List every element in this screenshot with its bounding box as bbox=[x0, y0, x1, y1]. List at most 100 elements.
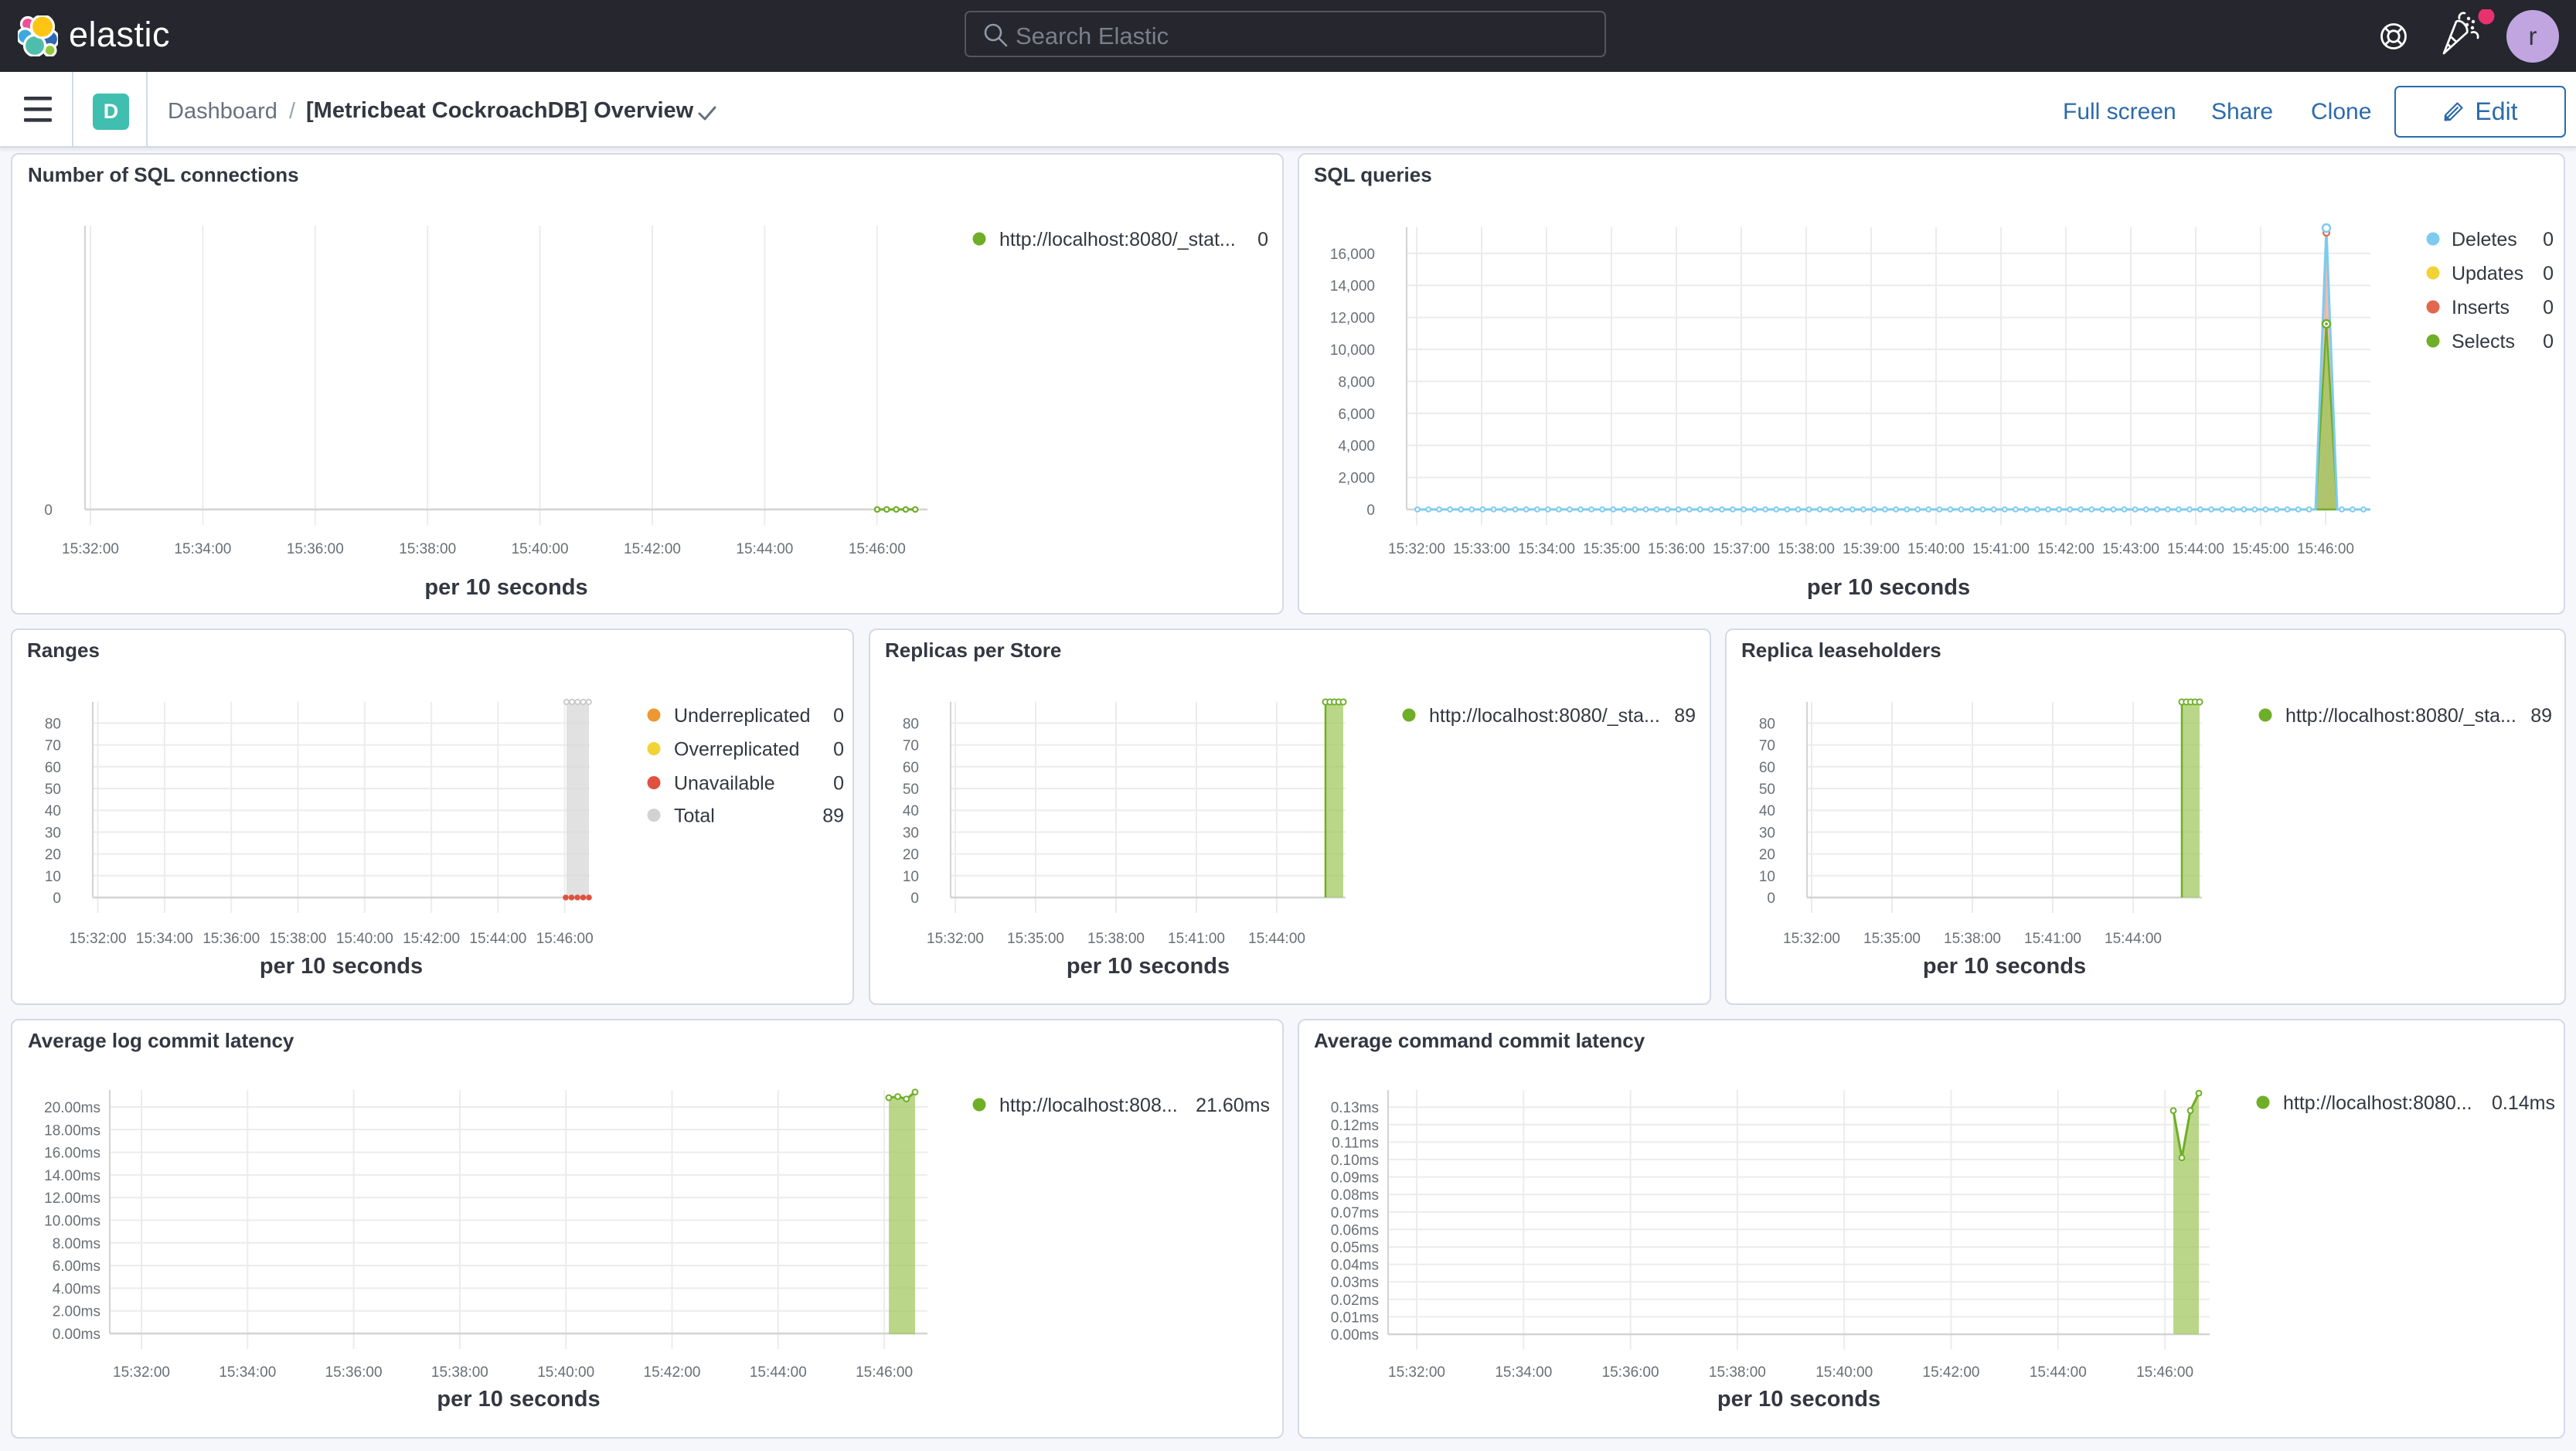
svg-text:15:44:00: 15:44:00 bbox=[469, 931, 526, 947]
svg-text:15:42:00: 15:42:00 bbox=[624, 541, 681, 557]
svg-text:6,000: 6,000 bbox=[1338, 407, 1375, 423]
svg-text:Average log commit latency: Average log commit latency bbox=[28, 1029, 294, 1052]
svg-text:15:40:00: 15:40:00 bbox=[1815, 1364, 1873, 1381]
svg-text:Average command commit latency: Average command commit latency bbox=[1314, 1029, 1645, 1052]
svg-text:0: 0 bbox=[2543, 297, 2554, 318]
svg-text:50: 50 bbox=[1759, 782, 1775, 798]
svg-text:Inserts: Inserts bbox=[2452, 297, 2510, 318]
svg-text:16.00ms: 16.00ms bbox=[44, 1146, 100, 1162]
svg-text:20: 20 bbox=[45, 847, 61, 863]
svg-text:70: 70 bbox=[903, 738, 919, 754]
svg-text:14,000: 14,000 bbox=[1330, 278, 1375, 295]
svg-text:15:41:00: 15:41:00 bbox=[2024, 931, 2081, 947]
svg-text:15:42:00: 15:42:00 bbox=[644, 1364, 701, 1381]
svg-text:15:39:00: 15:39:00 bbox=[1843, 541, 1900, 557]
svg-text:15:32:00: 15:32:00 bbox=[62, 541, 119, 557]
svg-text:18.00ms: 18.00ms bbox=[44, 1122, 100, 1139]
svg-text:per 10 seconds: per 10 seconds bbox=[1717, 1387, 1880, 1412]
svg-text:15:35:00: 15:35:00 bbox=[1583, 541, 1640, 557]
svg-text:http://localhost:8080...: http://localhost:8080... bbox=[2283, 1092, 2472, 1114]
svg-text:6.00ms: 6.00ms bbox=[53, 1259, 100, 1275]
svg-text:60: 60 bbox=[903, 760, 919, 776]
svg-text:15:44:00: 15:44:00 bbox=[1248, 931, 1305, 947]
svg-text:15:36:00: 15:36:00 bbox=[325, 1364, 383, 1381]
svg-text:0.08ms: 0.08ms bbox=[1331, 1187, 1379, 1204]
svg-text:15:41:00: 15:41:00 bbox=[1168, 931, 1225, 947]
svg-text:30: 30 bbox=[903, 825, 919, 841]
svg-text:Selects: Selects bbox=[2452, 331, 2515, 353]
svg-text:Deletes: Deletes bbox=[2452, 229, 2517, 250]
svg-text:0: 0 bbox=[1767, 891, 1775, 907]
svg-text:Total: Total bbox=[674, 806, 715, 827]
svg-text:60: 60 bbox=[45, 760, 61, 776]
svg-text:15:42:00: 15:42:00 bbox=[1923, 1364, 1980, 1381]
svg-text:15:34:00: 15:34:00 bbox=[1518, 541, 1575, 557]
svg-text:8,000: 8,000 bbox=[1338, 374, 1375, 390]
svg-text:0.02ms: 0.02ms bbox=[1331, 1293, 1379, 1309]
svg-text:0: 0 bbox=[833, 705, 844, 727]
svg-text:16,000: 16,000 bbox=[1330, 247, 1375, 263]
svg-text:0.00ms: 0.00ms bbox=[53, 1327, 100, 1343]
svg-text:30: 30 bbox=[45, 825, 61, 841]
svg-text:15:42:00: 15:42:00 bbox=[2037, 541, 2094, 557]
svg-text:80: 80 bbox=[45, 716, 61, 732]
svg-text:15:32:00: 15:32:00 bbox=[1783, 931, 1840, 947]
svg-text:15:38:00: 15:38:00 bbox=[1944, 931, 2001, 947]
svg-text:Underreplicated: Underreplicated bbox=[674, 705, 811, 727]
svg-text:15:32:00: 15:32:00 bbox=[113, 1364, 170, 1381]
svg-text:15:34:00: 15:34:00 bbox=[219, 1364, 276, 1381]
svg-text:15:32:00: 15:32:00 bbox=[1388, 1364, 1445, 1381]
svg-text:http://localhost:808...: http://localhost:808... bbox=[999, 1095, 1178, 1116]
svg-text:15:44:00: 15:44:00 bbox=[750, 1364, 807, 1381]
svg-text:per 10 seconds: per 10 seconds bbox=[1067, 954, 1230, 979]
svg-text:15:34:00: 15:34:00 bbox=[1495, 1364, 1552, 1381]
svg-text:0.00ms: 0.00ms bbox=[1331, 1327, 1379, 1344]
svg-text:15:44:00: 15:44:00 bbox=[2030, 1364, 2087, 1381]
svg-text:12,000: 12,000 bbox=[1330, 311, 1375, 327]
svg-text:15:34:00: 15:34:00 bbox=[136, 931, 193, 947]
svg-text:0.04ms: 0.04ms bbox=[1331, 1258, 1379, 1274]
svg-text:15:38:00: 15:38:00 bbox=[270, 931, 327, 947]
svg-text:89: 89 bbox=[822, 806, 844, 827]
svg-text:http://localhost:8080/_sta...: http://localhost:8080/_sta... bbox=[1429, 705, 1660, 727]
svg-text:15:36:00: 15:36:00 bbox=[202, 931, 260, 947]
svg-text:0: 0 bbox=[1257, 229, 1268, 250]
svg-text:15:32:00: 15:32:00 bbox=[70, 931, 127, 947]
svg-text:per 10 seconds: per 10 seconds bbox=[1923, 954, 2086, 979]
svg-text:15:40:00: 15:40:00 bbox=[537, 1364, 594, 1381]
svg-text:40: 40 bbox=[1759, 803, 1775, 819]
svg-text:10,000: 10,000 bbox=[1330, 342, 1375, 359]
svg-text:http://localhost:8080/_sta...: http://localhost:8080/_sta... bbox=[2285, 705, 2516, 727]
svg-text:8.00ms: 8.00ms bbox=[53, 1236, 100, 1252]
svg-text:15:44:00: 15:44:00 bbox=[2105, 931, 2162, 947]
svg-text:15:33:00: 15:33:00 bbox=[1453, 541, 1510, 557]
svg-text:15:36:00: 15:36:00 bbox=[287, 541, 344, 557]
svg-text:0.06ms: 0.06ms bbox=[1331, 1222, 1379, 1238]
svg-text:89: 89 bbox=[2530, 705, 2552, 727]
svg-text:0: 0 bbox=[1366, 502, 1375, 519]
svg-text:Overreplicated: Overreplicated bbox=[674, 739, 800, 761]
svg-text:15:38:00: 15:38:00 bbox=[1778, 541, 1835, 557]
svg-text:0: 0 bbox=[53, 891, 61, 907]
svg-text:per 10 seconds: per 10 seconds bbox=[260, 954, 423, 979]
svg-text:2.00ms: 2.00ms bbox=[53, 1304, 100, 1320]
svg-text:0.13ms: 0.13ms bbox=[1331, 1100, 1379, 1116]
svg-text:4.00ms: 4.00ms bbox=[53, 1281, 100, 1297]
svg-text:21.60ms: 21.60ms bbox=[1196, 1095, 1270, 1116]
svg-text:15:37:00: 15:37:00 bbox=[1713, 541, 1770, 557]
svg-text:0: 0 bbox=[2543, 263, 2554, 284]
svg-text:0: 0 bbox=[2543, 229, 2554, 250]
svg-text:15:40:00: 15:40:00 bbox=[1907, 541, 1965, 557]
svg-text:per 10 seconds: per 10 seconds bbox=[424, 575, 587, 600]
svg-text:0: 0 bbox=[833, 773, 844, 795]
svg-text:15:41:00: 15:41:00 bbox=[1972, 541, 2030, 557]
svg-text:0: 0 bbox=[2543, 331, 2554, 353]
svg-text:15:36:00: 15:36:00 bbox=[1602, 1364, 1659, 1381]
svg-text:15:38:00: 15:38:00 bbox=[1087, 931, 1145, 947]
svg-text:15:46:00: 15:46:00 bbox=[849, 541, 906, 557]
svg-text:30: 30 bbox=[1759, 825, 1775, 841]
svg-text:0: 0 bbox=[910, 891, 919, 907]
svg-text:Replicas per Store: Replicas per Store bbox=[885, 639, 1061, 662]
svg-text:15:46:00: 15:46:00 bbox=[536, 931, 594, 947]
svg-text:15:46:00: 15:46:00 bbox=[2297, 541, 2354, 557]
